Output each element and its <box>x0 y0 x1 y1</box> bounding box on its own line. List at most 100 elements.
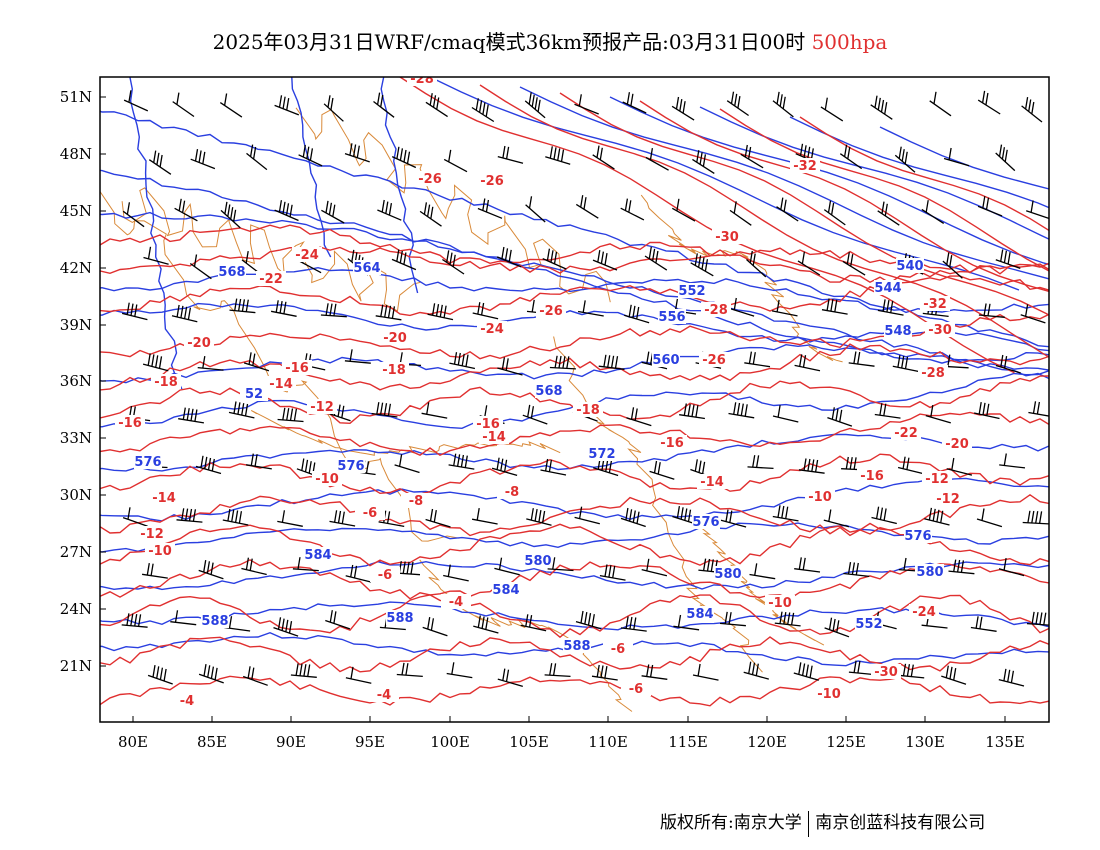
temperature-contour <box>799 116 1049 232</box>
wind-barb <box>870 95 893 120</box>
wind-barb <box>170 610 197 626</box>
wind-barb <box>592 145 615 170</box>
wind-barb <box>673 614 700 631</box>
wind-barb <box>620 507 646 528</box>
wind-barb <box>477 198 503 219</box>
wind-barb <box>320 303 347 318</box>
wind-barb <box>848 660 875 676</box>
wind-barb <box>894 146 916 173</box>
wind-barb <box>575 195 599 219</box>
lon-tick-label: 95E <box>355 733 385 751</box>
wind-barb <box>425 93 448 118</box>
wind-barb <box>622 92 647 114</box>
title-level: 500hpa <box>811 30 888 54</box>
temperature-label: -22 <box>259 272 283 287</box>
wind-barb <box>842 252 866 276</box>
wind-barb <box>277 510 303 527</box>
temperature-label: -10 <box>808 490 832 505</box>
temperature-label: -30 <box>928 323 952 338</box>
wind-barb <box>545 146 571 165</box>
wind-barb <box>771 299 798 317</box>
lat-tick-label: 24N <box>60 600 92 618</box>
wind-barb <box>827 407 853 427</box>
wind-barb <box>520 614 547 632</box>
lon-tick-label: 110E <box>588 733 628 751</box>
height-label: 568 <box>535 384 562 399</box>
wind-barb <box>624 304 650 324</box>
wind-barb <box>726 91 749 117</box>
temperature-label: -16 <box>285 361 309 376</box>
wind-barb <box>419 202 442 227</box>
lon-tick-label: 90E <box>276 733 306 751</box>
temperature-label: -24 <box>295 248 319 263</box>
temperature-label: -30 <box>715 230 739 245</box>
wind-barb <box>371 402 398 418</box>
temperature-label: -10 <box>768 596 792 611</box>
height-label: 580 <box>714 567 741 582</box>
height-label: 556 <box>658 310 685 325</box>
wind-barb <box>977 90 1001 115</box>
wind-barb <box>143 246 169 265</box>
wind-barb <box>729 297 755 317</box>
temperature-label: -6 <box>611 642 625 657</box>
height-contour <box>100 601 1049 631</box>
wind-barb <box>995 144 1016 172</box>
temperature-label: -10 <box>817 687 841 702</box>
wind-barb <box>540 458 567 476</box>
wind-barb <box>524 92 546 119</box>
temperature-label: -20 <box>187 336 211 351</box>
wind-barb <box>797 251 821 276</box>
height-label: 580 <box>524 554 551 569</box>
wind-barb <box>375 304 402 321</box>
wind-barb <box>843 561 870 578</box>
lat-tick-label: 30N <box>60 486 92 504</box>
wind-barb <box>427 303 454 321</box>
lon-tick-label: 100E <box>430 733 470 751</box>
wind-barb <box>841 456 868 471</box>
height-label: 584 <box>304 548 331 563</box>
wind-barb <box>970 616 997 632</box>
footer-separator <box>807 810 810 837</box>
lat-tick-label: 48N <box>60 145 92 163</box>
height-contour <box>100 169 1049 380</box>
wind-barb <box>824 617 850 638</box>
wind-barb <box>848 351 875 367</box>
wind-barb <box>620 198 645 221</box>
plot-frame <box>99 76 1050 723</box>
wind-barb <box>422 616 448 637</box>
wind-barb <box>575 610 602 630</box>
temperature-contour <box>100 224 1049 284</box>
wind-barb <box>921 200 945 224</box>
wind-barb <box>743 661 769 680</box>
wind-barb <box>998 557 1025 577</box>
wind-barb <box>542 248 567 270</box>
lat-tick-label: 39N <box>60 316 92 334</box>
wind-barb <box>122 507 148 527</box>
height-label: 576 <box>337 459 364 474</box>
wind-barb <box>122 202 145 228</box>
temperature-label: -14 <box>482 430 506 445</box>
wind-barb <box>995 249 1021 270</box>
wind-barb <box>820 97 844 122</box>
lat-tick-label: 27N <box>60 543 92 561</box>
wind-barb <box>692 663 719 681</box>
wind-barb <box>449 352 476 370</box>
wind-barb <box>995 354 1021 374</box>
temperature-label: -18 <box>576 403 600 418</box>
wind-barb <box>197 355 224 371</box>
wind-barb <box>243 352 270 372</box>
height-label: 548 <box>884 324 911 339</box>
wind-barb <box>948 559 975 575</box>
wind-barb <box>171 304 198 323</box>
wind-barb <box>494 557 520 576</box>
temperature-label: -16 <box>118 416 142 431</box>
copyright-left: 版权所有:南京大学 <box>660 813 802 833</box>
wind-barb <box>772 505 799 522</box>
wind-barb <box>195 455 222 475</box>
wind-barb <box>123 90 149 112</box>
wind-barb <box>626 407 652 427</box>
wind-barb <box>377 199 402 221</box>
longitude-axis: 80E 85E 90E 95E 100E 105E 110E 115E 120E 125E 130E… <box>118 733 1025 751</box>
wind-barb <box>941 665 967 685</box>
